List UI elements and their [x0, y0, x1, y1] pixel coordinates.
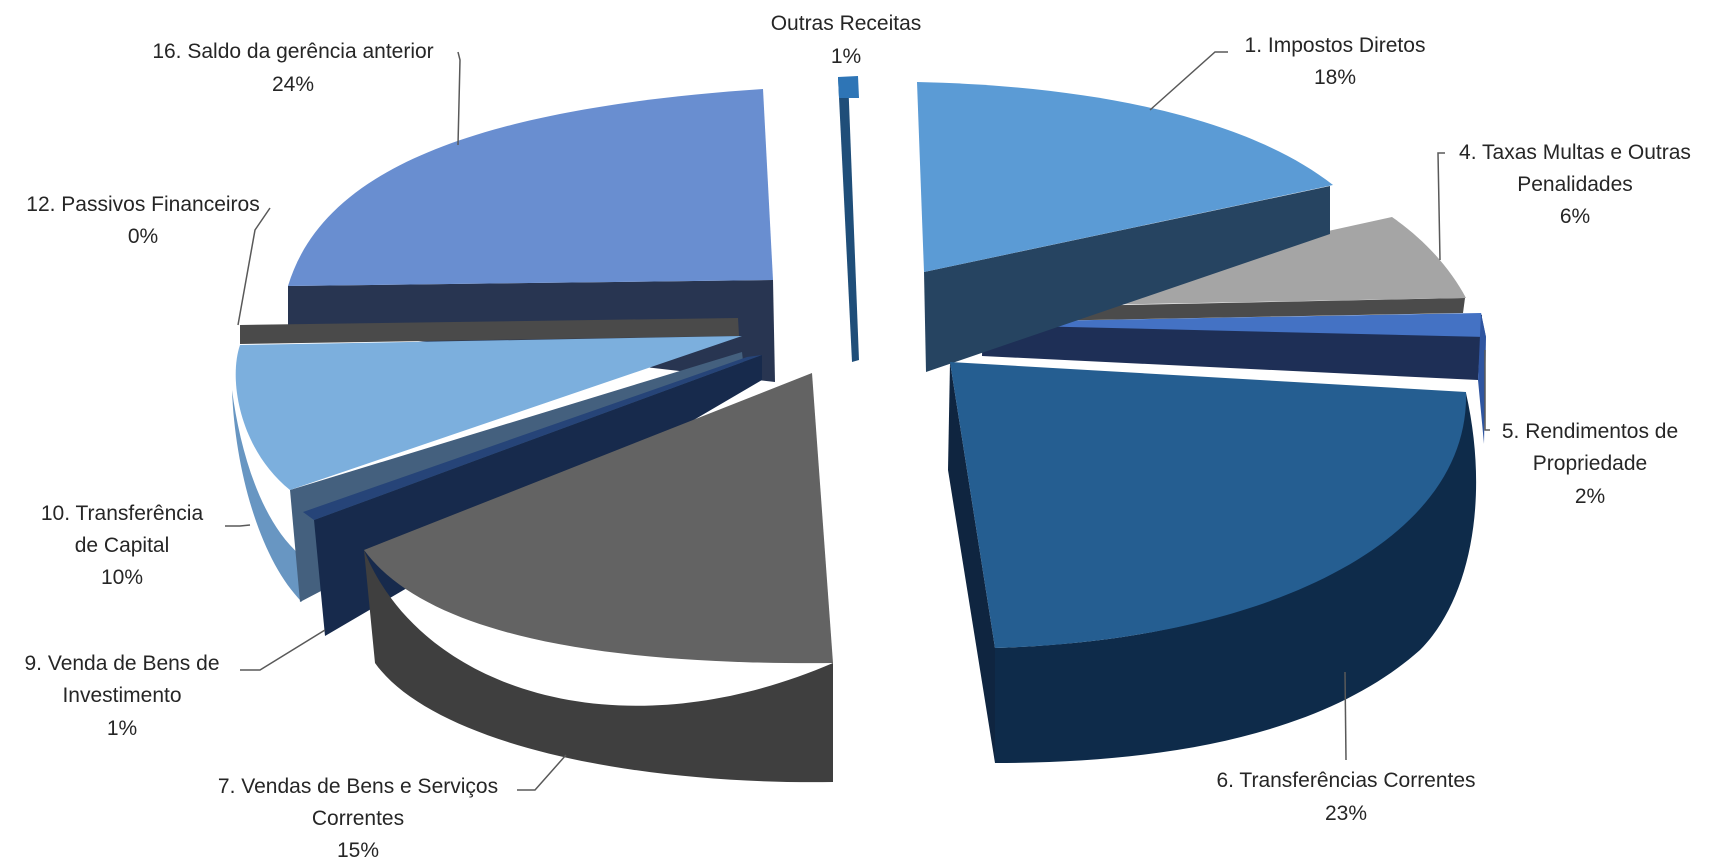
value-label: 1% [831, 45, 861, 68]
label-saldo-gerencia: 16. Saldo da gerência anterior 24% [152, 40, 433, 96]
value-label: 23% [1325, 802, 1367, 825]
pie-slice-transferencias-correntes [948, 362, 1477, 763]
leader-line-taxas [1437, 152, 1445, 261]
label-text: Outras Receitas [771, 12, 922, 35]
value-label: 6% [1560, 205, 1590, 228]
label-text: 4. Taxas Multas e Outras [1459, 141, 1691, 164]
pie-slice-passivos-financeiros [240, 318, 739, 344]
slice-top-outras [838, 76, 859, 98]
slice-side-correntes [948, 362, 995, 763]
label-taxas-multas: 4. Taxas Multas e Outras Penalidades 6% [1459, 141, 1691, 228]
slice-side-passivos [240, 318, 739, 344]
slice-top-correntes [950, 362, 1467, 648]
label-text: 7. Vendas de Bens e Serviços [218, 775, 498, 798]
slice-end-rendimentos [1478, 313, 1486, 444]
value-label: 0% [128, 225, 158, 248]
value-label: 1% [107, 717, 137, 740]
slice-rim-capital [232, 390, 302, 602]
pie-slice-outras-receitas [838, 76, 859, 362]
slice-top-investimento [303, 355, 762, 520]
label-text: 1. Impostos Diretos [1245, 34, 1426, 57]
label-text: 10. Transferência [41, 502, 204, 525]
label-rendimentos-propriedade: 5. Rendimentos de Propriedade 2% [1502, 420, 1678, 508]
leader-line-capital [225, 524, 251, 527]
leader-line-impostos [1149, 51, 1228, 111]
leader-line-investimento [240, 629, 326, 671]
slice-rim-correntes [995, 393, 1477, 763]
label-text: 9. Venda de Bens de [25, 652, 220, 675]
slice-top-vendas [364, 373, 833, 664]
leader-line-vendas [517, 754, 567, 791]
label-impostos-diretos: 1. Impostos Diretos 18% [1245, 34, 1426, 89]
pie-slice-impostos-diretos [917, 82, 1333, 372]
slice-side-outras [838, 77, 859, 362]
slice-side-taxas [980, 298, 1465, 322]
slice-labels: 1. Impostos Diretos 18% 4. Taxas Multas … [25, 12, 1691, 862]
label-text: Propriedade [1533, 452, 1647, 475]
leader-line-passivos [237, 207, 271, 326]
label-vendas-bens-servicos: 7. Vendas de Bens e Serviços Correntes 1… [218, 775, 498, 862]
label-text: Correntes [312, 807, 404, 830]
leader-line-saldo [457, 51, 461, 146]
pie-slice-vendas-bens-servicos [364, 373, 833, 783]
leader-lines [225, 51, 1490, 791]
label-passivos-financeiros: 12. Passivos Financeiros 0% [26, 193, 259, 248]
label-text: Investimento [62, 684, 181, 707]
slice-top-saldo [288, 89, 773, 286]
leader-line-correntes [1344, 671, 1347, 761]
value-label: 15% [337, 839, 379, 862]
slice-top-rendimentos [983, 313, 1486, 337]
pie-slice-rendimentos-propriedade [982, 313, 1486, 444]
label-text: 16. Saldo da gerência anterior [152, 40, 433, 63]
label-outras-receitas: Outras Receitas 1% [771, 12, 922, 68]
label-text: 12. Passivos Financeiros [26, 193, 259, 216]
label-text: 5. Rendimentos de [1502, 420, 1678, 443]
value-label: 10% [101, 566, 143, 589]
value-label: 2% [1575, 485, 1605, 508]
label-text: Penalidades [1517, 173, 1633, 196]
label-transferencia-capital: 10. Transferência de Capital 10% [41, 502, 204, 589]
slice-rim-vendas [364, 550, 833, 783]
leader-line-rendimentos [1484, 350, 1490, 431]
slice-top-capital [235, 336, 742, 490]
slice-top-impostos [917, 82, 1333, 272]
value-label: 18% [1314, 66, 1356, 89]
slice-side-impostos [924, 186, 1330, 372]
value-label: 24% [272, 73, 314, 96]
label-text: de Capital [75, 534, 170, 557]
label-venda-bens-investimento: 9. Venda de Bens de Investimento 1% [25, 652, 220, 740]
label-transferencias-correntes: 6. Transferências Correntes 23% [1216, 769, 1475, 825]
label-text: 6. Transferências Correntes [1216, 769, 1475, 792]
